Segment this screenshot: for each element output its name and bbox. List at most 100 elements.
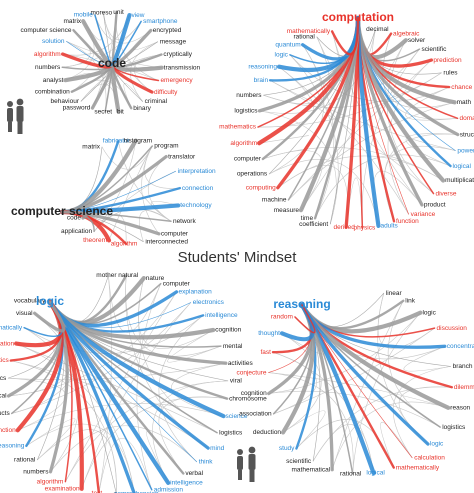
word-label: matrix <box>63 18 81 25</box>
word-label: reason <box>450 405 470 412</box>
word-label: natural <box>118 272 138 279</box>
word-label: program <box>154 143 178 150</box>
word-label: solver <box>408 37 426 44</box>
word-label: difficulty <box>154 89 178 96</box>
word-label: computer <box>163 280 191 287</box>
word-label: power <box>457 147 474 154</box>
word-label: time <box>301 215 314 222</box>
word-label: coefficient <box>299 221 328 228</box>
edge <box>300 40 407 211</box>
word-label: encrypted <box>153 27 182 34</box>
word-label: examination <box>45 486 80 493</box>
word-label: decimal <box>366 26 389 33</box>
word-label: random <box>271 314 293 321</box>
edge <box>330 16 360 56</box>
edge <box>26 423 135 493</box>
word-label: cognition <box>241 390 267 397</box>
word-label: electronics <box>193 299 225 306</box>
word-label: chance <box>451 84 472 91</box>
edge <box>259 29 376 114</box>
edge <box>60 210 88 220</box>
edge <box>108 145 153 241</box>
word-label: visual <box>16 310 33 317</box>
word-label: activities <box>228 360 254 367</box>
word-label: diverse <box>436 190 457 197</box>
word-label: transmission <box>164 64 201 71</box>
word-label: computing <box>246 184 276 191</box>
word-label: mathematics <box>0 357 9 364</box>
word-label: mental <box>223 343 243 350</box>
word-label: explanation <box>179 289 213 296</box>
word-label: criminal <box>145 98 168 105</box>
word-label: histogram <box>123 137 152 144</box>
edge <box>405 133 458 167</box>
word-label: physics <box>354 225 376 232</box>
edges <box>267 292 454 476</box>
word-label: numbers <box>236 92 262 99</box>
edge <box>268 390 441 428</box>
edge <box>316 31 343 82</box>
word-label: matrix <box>82 144 100 151</box>
word-label: function <box>396 218 419 225</box>
word-label: algorithm <box>34 51 61 58</box>
edge <box>46 300 67 328</box>
word-label: translator <box>168 153 196 160</box>
word-label: rational <box>340 470 362 477</box>
word-label: product <box>424 202 446 209</box>
edge <box>403 346 451 372</box>
edge <box>130 41 158 102</box>
word-label: computer <box>161 231 189 238</box>
edge <box>94 14 113 66</box>
edge <box>331 401 449 470</box>
word-label: view <box>131 12 144 19</box>
word-label: numbers <box>23 469 49 476</box>
figure-title: Students' Mindset <box>178 249 298 266</box>
edge <box>288 102 455 201</box>
word-label: verbal <box>185 470 203 477</box>
word-label: unit <box>113 9 124 16</box>
word-label: technology <box>180 202 212 209</box>
word-label: logical <box>366 470 385 477</box>
word-label: study <box>279 445 295 452</box>
word-label: mother <box>96 272 117 279</box>
edges <box>60 11 164 114</box>
word-label: message <box>160 38 187 45</box>
word-label: algebraic <box>393 30 420 37</box>
word-label: admission <box>154 486 184 493</box>
edge <box>352 312 421 474</box>
edge <box>61 145 154 213</box>
edge <box>273 327 435 415</box>
word-label: application <box>61 228 92 235</box>
word-label: cognition <box>215 327 241 334</box>
edge <box>65 380 228 482</box>
word-label: algorithm <box>37 478 64 485</box>
word-label: discussion <box>437 325 468 332</box>
word-label: calculation <box>414 454 445 461</box>
edge <box>269 44 325 175</box>
edge <box>136 283 162 490</box>
word-label: domain <box>460 115 474 122</box>
word-label: science <box>226 413 248 420</box>
word-label: products <box>0 410 10 417</box>
word-label: mathematical <box>292 466 331 473</box>
word-label: bit <box>117 108 124 115</box>
edge <box>101 145 153 170</box>
hub-label: logic <box>36 294 64 308</box>
word-label: mathematically <box>0 324 23 331</box>
hub-label: computation <box>322 10 394 24</box>
word-label: scientific <box>421 46 447 53</box>
word-label: dilemma <box>454 384 474 391</box>
word-label: measure <box>274 207 300 214</box>
edge <box>15 299 64 433</box>
word-label: comprehension <box>114 490 159 493</box>
word-label: viral <box>230 378 242 385</box>
word-label: logic <box>275 51 289 58</box>
word-label: quantum <box>275 41 300 48</box>
people-icon <box>7 98 24 134</box>
word-label: linear <box>386 290 403 297</box>
